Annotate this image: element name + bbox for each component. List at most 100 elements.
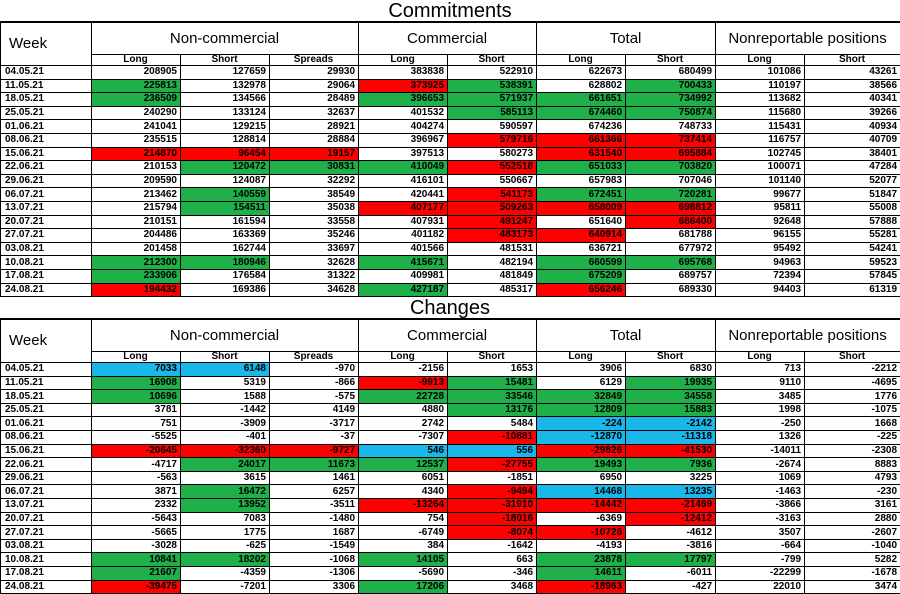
value-cell: -6369 [537, 512, 626, 526]
value-cell: 32292 [270, 174, 359, 188]
value-cell: 8883 [805, 458, 900, 472]
value-cell: 550667 [448, 174, 537, 188]
commitments-title: Commitments [0, 0, 900, 22]
value-cell: -3028 [92, 539, 181, 553]
total-header: Total [537, 23, 716, 55]
value-cell: -866 [270, 376, 359, 390]
value-cell: -625 [181, 539, 270, 553]
value-cell: 713 [716, 363, 805, 377]
value-cell: -250 [716, 417, 805, 431]
value-cell: 11673 [270, 458, 359, 472]
value-cell: 5282 [805, 553, 900, 567]
subheader-short: Short [181, 55, 270, 66]
week-cell: 01.06.21 [1, 417, 92, 431]
value-cell: 34558 [626, 390, 716, 404]
changes-title: Changes [0, 297, 900, 319]
value-cell: -2674 [716, 458, 805, 472]
value-cell: 686400 [626, 215, 716, 229]
value-cell: 57845 [805, 269, 900, 283]
value-cell: 585113 [448, 106, 537, 120]
value-cell: -2212 [805, 363, 900, 377]
value-cell: 55008 [805, 201, 900, 215]
value-cell: 409981 [359, 269, 448, 283]
value-cell: -970 [270, 363, 359, 377]
value-cell: -2607 [805, 526, 900, 540]
value-cell: -8074 [448, 526, 537, 540]
value-cell: 5484 [448, 417, 537, 431]
week-cell: 13.07.21 [1, 499, 92, 513]
value-cell: 700433 [626, 79, 716, 93]
value-cell: 51847 [805, 188, 900, 202]
value-cell: -3909 [181, 417, 270, 431]
week-cell: 03.08.21 [1, 539, 92, 553]
value-cell: -1068 [270, 553, 359, 567]
value-cell: 72394 [716, 269, 805, 283]
value-cell: 92648 [716, 215, 805, 229]
value-cell: 397513 [359, 147, 448, 161]
value-cell: -1678 [805, 567, 900, 581]
value-cell: -2142 [626, 417, 716, 431]
value-cell: 47284 [805, 161, 900, 175]
value-cell: -1549 [270, 539, 359, 553]
value-cell: 656246 [537, 283, 626, 297]
value-cell: 373925 [359, 79, 448, 93]
value-cell: 734992 [626, 93, 716, 107]
week-cell: 15.06.21 [1, 444, 92, 458]
table-row: 08.06.21-5525-401-37-7307-10881-12870-11… [1, 431, 900, 445]
value-cell: 383838 [359, 66, 448, 80]
week-cell: 08.06.21 [1, 431, 92, 445]
value-cell: 94403 [716, 283, 805, 297]
value-cell: 12809 [537, 403, 626, 417]
value-cell: 23878 [537, 553, 626, 567]
value-cell: -9494 [448, 485, 537, 499]
value-cell: 651640 [537, 215, 626, 229]
value-cell: 3615 [181, 471, 270, 485]
value-cell: 163369 [181, 229, 270, 243]
value-cell: 1588 [181, 390, 270, 404]
subheader-spreads: Spreads [270, 352, 359, 363]
value-cell: 3781 [92, 403, 181, 417]
value-cell: 1069 [716, 471, 805, 485]
week-cell: 04.05.21 [1, 363, 92, 377]
value-cell: -5690 [359, 567, 448, 581]
value-cell: 100071 [716, 161, 805, 175]
value-cell: 33546 [448, 390, 537, 404]
value-cell: 38549 [270, 188, 359, 202]
value-cell: 674460 [537, 106, 626, 120]
value-cell: 6129 [537, 376, 626, 390]
value-cell: 161594 [181, 215, 270, 229]
value-cell: 481849 [448, 269, 537, 283]
value-cell: 61319 [805, 283, 900, 297]
value-cell: 12537 [359, 458, 448, 472]
value-cell: -12870 [537, 431, 626, 445]
value-cell: 176584 [181, 269, 270, 283]
week-header: Week [1, 320, 92, 363]
value-cell: 482194 [448, 256, 537, 270]
value-cell: 401566 [359, 242, 448, 256]
value-cell: 96155 [716, 229, 805, 243]
week-cell: 10.08.21 [1, 553, 92, 567]
value-cell: 14105 [359, 553, 448, 567]
value-cell: 415671 [359, 256, 448, 270]
value-cell: -3816 [626, 539, 716, 553]
week-cell: 24.08.21 [1, 283, 92, 297]
value-cell: 2332 [92, 499, 181, 513]
value-cell: 15883 [626, 403, 716, 417]
value-cell: 651033 [537, 161, 626, 175]
value-cell: 737414 [626, 133, 716, 147]
value-cell: 384 [359, 539, 448, 553]
value-cell: 14468 [537, 485, 626, 499]
value-cell: 32628 [270, 256, 359, 270]
value-cell: -7307 [359, 431, 448, 445]
value-cell: 38566 [805, 79, 900, 93]
value-cell: -4612 [626, 526, 716, 540]
value-cell: 689330 [626, 283, 716, 297]
subheader-long: Long [359, 352, 448, 363]
value-cell: 29064 [270, 79, 359, 93]
